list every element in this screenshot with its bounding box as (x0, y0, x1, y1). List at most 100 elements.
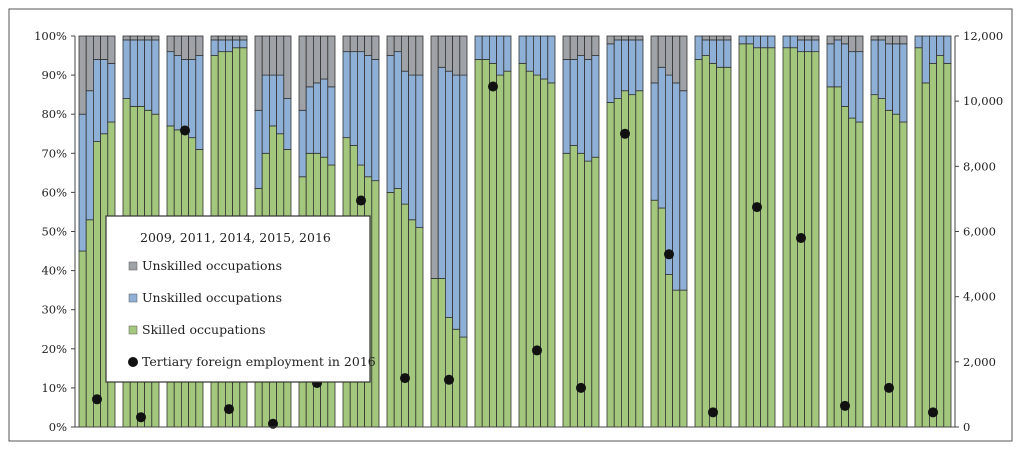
bar-semi-skilled (312, 82, 321, 154)
bar-semi-skilled (452, 74, 461, 330)
bar-unskilled (569, 35, 578, 60)
bar-unskilled (833, 35, 842, 41)
bar-skilled (525, 70, 534, 428)
bar-unskilled (444, 35, 453, 72)
bar-unskilled (877, 35, 886, 41)
tertiary-dot (796, 233, 806, 244)
bar-semi-skilled (393, 51, 402, 189)
bar-unskilled (210, 35, 219, 41)
bar-semi-skilled (100, 59, 109, 135)
y-left-tick-label: 30% (41, 303, 67, 317)
bar-semi-skilled (855, 51, 864, 123)
bar-skilled (657, 207, 666, 428)
bar-semi-skilled (195, 55, 204, 150)
bar-semi-skilled (841, 43, 850, 107)
bar-unskilled (826, 35, 835, 45)
bar-skilled (591, 156, 600, 428)
bar-skilled (628, 94, 637, 428)
bar-skilled (672, 289, 681, 428)
bar-semi-skilled (782, 35, 791, 49)
bar-semi-skilled (78, 113, 87, 252)
bar-group-14 (650, 35, 688, 428)
bar-unskilled (606, 35, 615, 45)
bar-semi-skilled (415, 74, 424, 228)
bar-semi-skilled (547, 35, 556, 84)
bar-skilled (716, 66, 725, 428)
bar-unskilled (870, 35, 879, 41)
bar-unskilled (276, 35, 285, 76)
bar-semi-skilled (408, 74, 417, 221)
bar-group-20 (914, 35, 952, 428)
y-left-tick-label: 50% (41, 225, 67, 239)
bar-semi-skilled (672, 82, 681, 291)
bar-semi-skilled (261, 74, 270, 154)
bar-semi-skilled (356, 51, 365, 166)
bar-unskilled (459, 35, 468, 76)
bar-unskilled (268, 35, 277, 76)
bar-unskilled (254, 35, 263, 111)
bar-skilled (921, 82, 930, 428)
bar-semi-skilled (562, 59, 571, 154)
bar-semi-skilled (848, 51, 857, 119)
bar-skilled (474, 59, 483, 428)
bar-semi-skilled (217, 39, 226, 53)
bar-semi-skilled (444, 70, 453, 318)
legend-marker-skilled (128, 325, 138, 335)
bar-skilled (709, 62, 718, 428)
bar-semi-skilled (657, 66, 666, 209)
bar-unskilled (188, 35, 197, 60)
bar-skilled (943, 62, 952, 428)
legend-box (105, 215, 371, 383)
bar-unskilled (723, 35, 732, 41)
bar-semi-skilled (921, 35, 930, 84)
bar-unskilled (562, 35, 571, 60)
bar-unskilled (430, 35, 439, 279)
bar-skilled (78, 250, 87, 428)
bar-skilled (665, 274, 674, 428)
bar-semi-skilled (107, 62, 116, 123)
bar-semi-skilled (232, 39, 241, 49)
bar-skilled (885, 109, 894, 428)
y-right-tick-label: 12,000 (963, 29, 1003, 43)
tertiary-dot (224, 404, 234, 415)
bar-semi-skilled (797, 39, 806, 53)
bar-unskilled (144, 35, 153, 41)
bar-skilled (745, 43, 754, 428)
bar-semi-skilled (371, 59, 380, 182)
bar-unskilled (122, 35, 131, 41)
bar-skilled (437, 278, 446, 428)
bar-semi-skilled (885, 43, 894, 111)
bar-semi-skilled (122, 39, 131, 99)
bar-group-18 (826, 35, 864, 428)
tertiary-dot (92, 394, 102, 405)
legend-marker-dot (128, 357, 138, 367)
legend-marker-semi (128, 293, 138, 303)
bar-group-9 (430, 35, 468, 428)
bar-semi-skilled (93, 59, 102, 142)
bar-unskilled (415, 35, 424, 76)
tertiary-dot (180, 125, 190, 136)
legend-item-label: Skilled occupations (142, 322, 266, 337)
bar-semi-skilled (518, 35, 527, 64)
bar-semi-skilled (400, 70, 409, 205)
bar-unskilled (195, 35, 204, 56)
bar-skilled (694, 59, 703, 428)
bar-unskilled (892, 35, 901, 45)
bar-unskilled (709, 35, 718, 41)
tertiary-dot (664, 249, 674, 260)
bar-group-17 (782, 35, 820, 428)
bar-semi-skilled (533, 35, 542, 76)
tertiary-dot (356, 195, 366, 206)
bar-semi-skilled (342, 51, 351, 139)
bar-semi-skilled (386, 55, 395, 193)
bar-semi-skilled (210, 39, 219, 56)
tertiary-dot (708, 407, 718, 418)
bar-group-15 (694, 35, 732, 428)
bar-unskilled (393, 35, 402, 53)
bar-semi-skilled (577, 55, 586, 154)
bar-unskilled (848, 35, 857, 53)
y-left-tick-label: 40% (41, 264, 67, 278)
bar-skilled (400, 203, 409, 428)
bar-unskilled (327, 35, 336, 88)
bar-unskilled (665, 35, 674, 76)
